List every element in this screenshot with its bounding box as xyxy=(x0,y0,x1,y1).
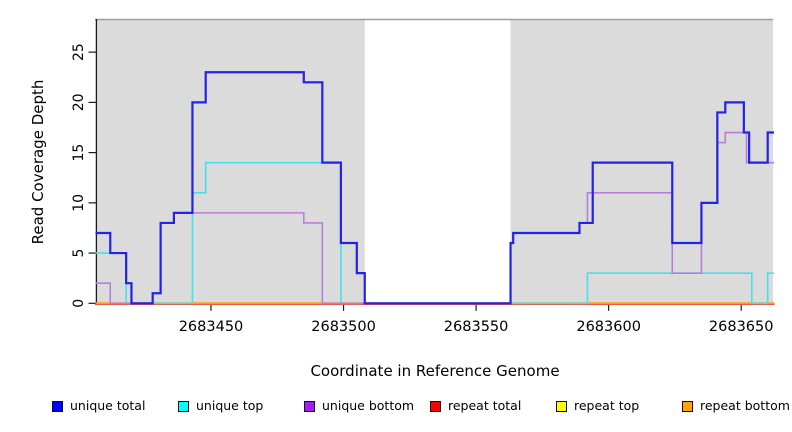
legend-label: repeat total xyxy=(448,398,522,413)
x-tick-label: 2683650 xyxy=(709,319,774,335)
y-tick-label: 10 xyxy=(71,194,87,212)
legend-label: unique total xyxy=(70,398,146,413)
plot-legend: unique total unique top unique bottom re… xyxy=(0,399,792,417)
y-tick-label: 15 xyxy=(71,144,87,162)
legend-label: repeat top xyxy=(574,398,640,413)
x-tick-label: 2683600 xyxy=(576,319,641,335)
x-tick-label: 2683550 xyxy=(444,319,509,335)
repeat-bottom-swatch-icon xyxy=(682,400,693,412)
legend-item-unique-bottom: unique bottom xyxy=(304,399,414,413)
x-axis-title-text: Coordinate in Reference Genome xyxy=(310,362,560,380)
legend-item-repeat-total: repeat total xyxy=(430,399,521,413)
y-tick-label: 5 xyxy=(71,249,87,258)
y-axis-title: Read Coverage Depth xyxy=(29,62,47,262)
x-tick-label: 2683500 xyxy=(311,319,376,335)
legend-label: unique top xyxy=(196,398,264,413)
y-tick-label: 25 xyxy=(71,43,87,61)
legend-label: repeat bottom xyxy=(700,398,790,413)
legend-label: unique bottom xyxy=(322,398,415,413)
legend-item-unique-total: unique total xyxy=(52,399,145,413)
y-axis-title-text: Read Coverage Depth xyxy=(29,79,47,245)
y-tick-label: 20 xyxy=(71,93,87,111)
unique-total-swatch-icon xyxy=(52,400,63,412)
legend-item-repeat-top: repeat top xyxy=(556,399,639,413)
left-shaded-region xyxy=(97,19,365,305)
series-line-unique-total xyxy=(95,71,774,305)
unique-top-swatch-icon xyxy=(178,400,189,412)
repeat-top-swatch-icon xyxy=(556,400,567,412)
x-tick-label: 2683450 xyxy=(179,319,244,335)
legend-item-repeat-bottom: repeat bottom xyxy=(682,399,790,413)
y-tick-label: 0 xyxy=(71,299,87,308)
unique-bottom-swatch-icon xyxy=(304,400,315,412)
legend-item-unique-top: unique top xyxy=(178,399,263,413)
repeat-total-swatch-icon xyxy=(430,400,441,412)
x-axis-title: Coordinate in Reference Genome xyxy=(0,362,792,380)
